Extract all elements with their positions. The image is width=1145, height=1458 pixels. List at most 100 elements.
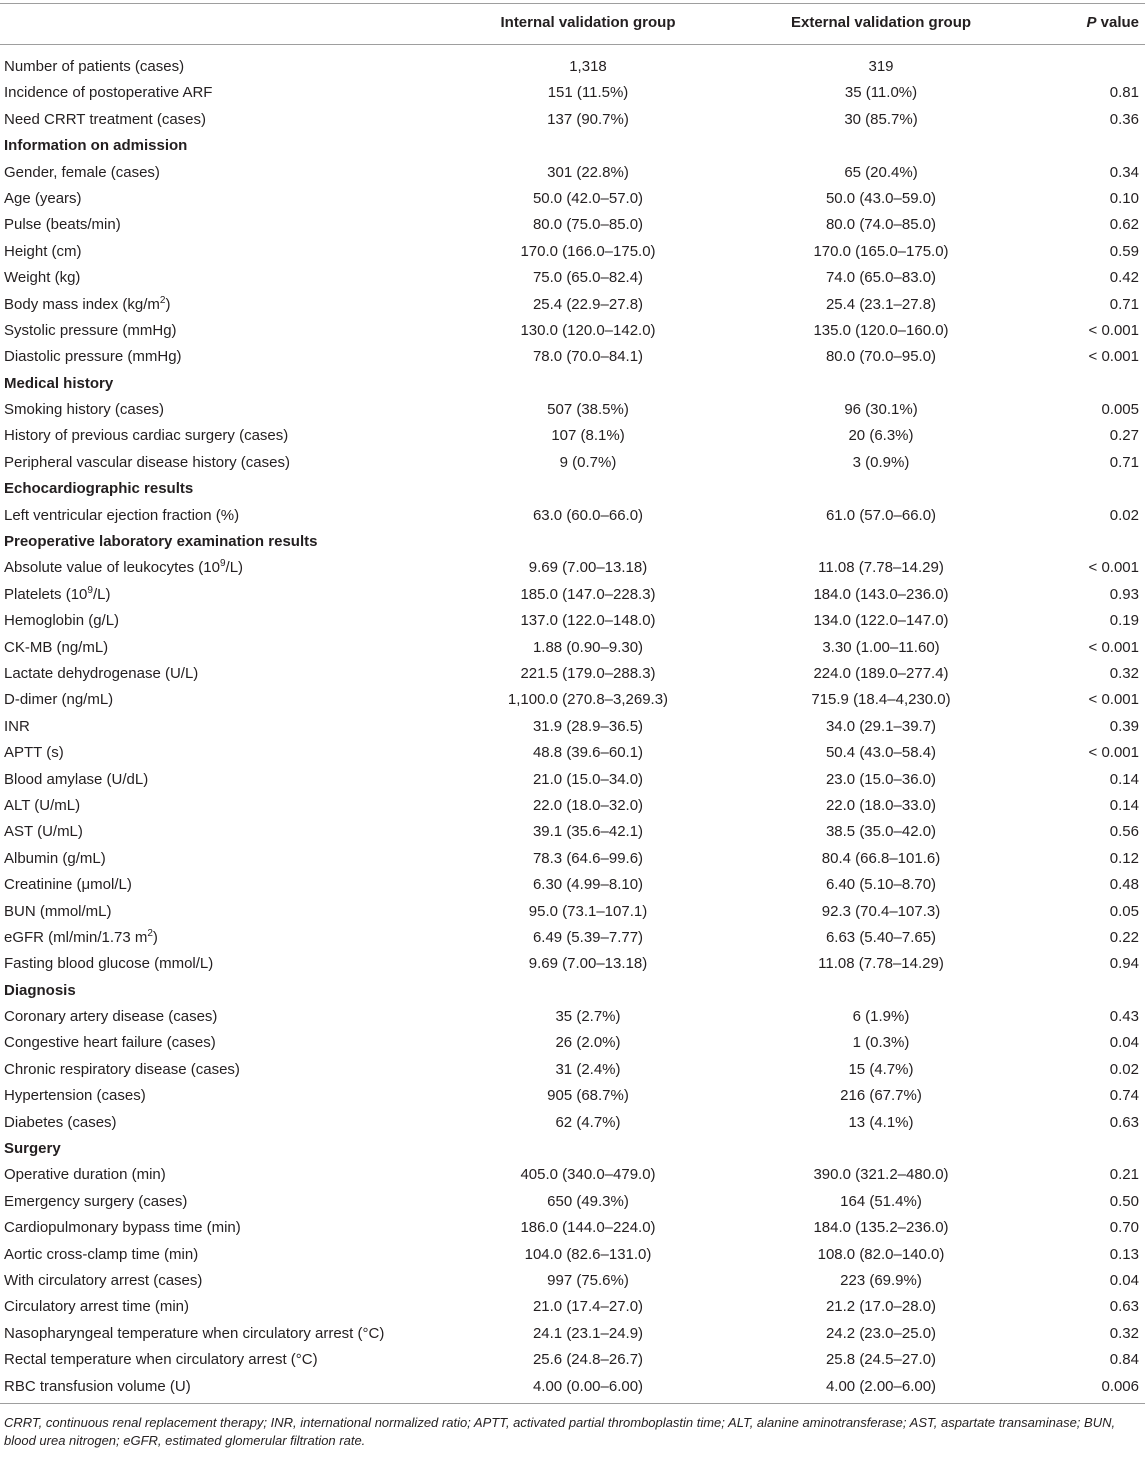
row-label: Chronic respiratory disease (cases)	[4, 1060, 240, 1078]
external-value: 35 (11.0%)	[844, 84, 918, 102]
internal-value: 1,318	[569, 58, 607, 75]
p-value: 0.14	[1109, 796, 1139, 814]
p-value: < 0.001	[1088, 348, 1139, 366]
internal-value: 405.0 (340.0–479.0)	[520, 1166, 656, 1184]
external-value: 134.0 (122.0–147.0)	[813, 612, 949, 630]
table-row: Cardiopulmonary bypass time (min) 186.0 (…	[0, 1215, 1145, 1241]
p-value: 0.59	[1109, 242, 1139, 260]
p-value: 0.05	[1109, 902, 1139, 920]
row-label: Emergency surgery (cases)	[4, 1192, 188, 1210]
table-row: BUN (mmol/mL) 95.0 (73.1–107.1) 92.3 (70.4…	[0, 899, 1145, 925]
table-row: Rectal temperature when circulatory arre…	[0, 1347, 1145, 1373]
row-label: Circulatory arrest time (min)	[4, 1298, 190, 1316]
table-row: Smoking history (cases) 507 (38.5%) 96 (30…	[0, 397, 1145, 423]
internal-value: 9 (0.7%)	[559, 453, 617, 471]
row-label: With circulatory arrest (cases)	[4, 1271, 203, 1289]
external-value: 65 (20.4%)	[844, 163, 918, 181]
row-label: Hypertension (cases)	[4, 1087, 146, 1105]
p-value: 0.12	[1109, 849, 1139, 867]
row-label: Peripheral vascular disease history (cas…	[4, 453, 290, 471]
table-bottom-rule	[0, 1403, 1145, 1404]
p-value: 0.02	[1109, 506, 1139, 524]
p-value: 0.71	[1109, 453, 1139, 471]
p-value: < 0.001	[1088, 638, 1139, 656]
external-value: 21.2 (17.0–28.0)	[825, 1298, 937, 1316]
internal-value: 221.5 (179.0–288.3)	[520, 664, 656, 682]
external-value: 15 (4.7%)	[848, 1060, 914, 1078]
table-row: Weight (kg) 75.0 (65.0–82.4) 74.0 (65.0–83…	[0, 265, 1145, 291]
p-value: 0.48	[1109, 876, 1139, 894]
row-label: History of previous cardiac surgery (cas…	[4, 427, 289, 445]
table-row: Hypertension (cases) 905 (68.7%) 216 (67.7…	[0, 1083, 1145, 1109]
external-value: 80.0 (74.0–85.0)	[825, 216, 937, 234]
row-label: Congestive heart failure (cases)	[4, 1034, 216, 1052]
internal-value: 170.0 (166.0–175.0)	[520, 242, 656, 260]
external-value: 184.0 (143.0–236.0)	[813, 585, 949, 603]
row-label: RBC transfusion volume (U)	[4, 1377, 191, 1395]
table-header-rule	[0, 44, 1145, 45]
table-row: Creatinine (μmol/L) 6.30 (4.99–8.10) 6.40 …	[0, 872, 1145, 898]
internal-value: 1,100.0 (270.8–3,269.3)	[507, 691, 669, 709]
row-label: Number of patients (cases)	[4, 58, 185, 75]
table-row: Age (years) 50.0 (42.0–57.0) 50.0 (43.0–59…	[0, 186, 1145, 212]
row-label: Creatinine (μmol/L)	[4, 876, 132, 894]
row-label: Coronary artery disease (cases)	[4, 1008, 218, 1026]
row-label: Operative duration (min)	[4, 1166, 166, 1184]
p-value: 0.84	[1109, 1351, 1139, 1369]
row-label: Incidence of postoperative ARF	[4, 84, 213, 102]
external-value: 4.00 (2.00–6.00)	[825, 1377, 937, 1395]
table-row: INR 31.9 (28.9–36.5) 34.0 (29.1–39.7) 0.39	[0, 714, 1145, 740]
section-title: Echocardiographic results	[4, 480, 194, 498]
row-label: Platelets (109/L)	[4, 584, 111, 603]
p-value: < 0.001	[1088, 321, 1139, 339]
row-label: Albumin (g/mL)	[4, 849, 106, 867]
external-value: 6.63 (5.40–7.65)	[825, 928, 937, 946]
table-row: History of previous cardiac surgery (cas…	[0, 423, 1145, 449]
internal-value: 80.0 (75.0–85.0)	[532, 216, 644, 234]
p-value: 0.006	[1101, 1377, 1139, 1395]
p-value: 0.56	[1109, 823, 1139, 841]
row-label: Absolute value of leukocytes (109/L)	[4, 558, 244, 577]
external-value: 6 (1.9%)	[852, 1008, 910, 1026]
row-label: Nasopharyngeal temperature when circulat…	[4, 1324, 385, 1342]
row-label: Systolic pressure (mmHg)	[4, 321, 177, 339]
row-label: Weight (kg)	[4, 269, 81, 287]
external-value: 22.0 (18.0–33.0)	[825, 796, 937, 814]
external-value: 25.4 (23.1–27.8)	[825, 295, 937, 313]
section-title: Medical history	[4, 374, 114, 392]
external-value: 390.0 (321.2–480.0)	[813, 1166, 949, 1184]
table-row: Operative duration (min) 405.0 (340.0–479…	[0, 1162, 1145, 1188]
table-row: CK-MB (ng/mL) 1.88 (0.90–9.30) 3.30 (1.00–…	[0, 635, 1145, 661]
row-label: Lactate dehydrogenase (U/L)	[4, 664, 199, 682]
internal-value: 1.88 (0.90–9.30)	[532, 638, 644, 656]
external-value: 80.0 (70.0–95.0)	[825, 348, 937, 366]
table-row: Height (cm) 170.0 (166.0–175.0) 170.0 (165…	[0, 239, 1145, 265]
internal-value: 301 (22.8%)	[547, 163, 629, 181]
internal-value: 507 (38.5%)	[547, 401, 629, 419]
row-label: Diastolic pressure (mmHg)	[4, 348, 182, 366]
external-value: 20 (6.3%)	[848, 427, 914, 445]
internal-value: 25.6 (24.8–26.7)	[532, 1351, 644, 1369]
internal-value: 78.3 (64.6–99.6)	[532, 849, 644, 867]
table-row: eGFR (ml/min/1.73 m2) 6.49 (5.39–7.77) 6.6…	[0, 925, 1145, 951]
table-row: Gender, female (cases) 301 (22.8%) 65 (20.…	[0, 160, 1145, 186]
internal-value: 78.0 (70.0–84.1)	[532, 348, 644, 366]
row-label: Hemoglobin (g/L)	[4, 612, 120, 630]
external-value: 80.4 (66.8–101.6)	[821, 849, 941, 867]
p-value: 0.70	[1109, 1219, 1139, 1237]
table-row: Absolute value of leukocytes (109/L) 9.69…	[0, 555, 1145, 581]
internal-value: 6.30 (4.99–8.10)	[532, 876, 644, 894]
external-value: 92.3 (70.4–107.3)	[821, 902, 941, 920]
p-value: 0.04	[1109, 1034, 1139, 1052]
header-p-letter: P	[1086, 14, 1097, 31]
table-row: D-dimer (ng/mL) 1,100.0 (270.8–3,269.3) 71…	[0, 687, 1145, 713]
internal-value: 9.69 (7.00–13.18)	[528, 955, 648, 973]
p-value: 0.71	[1109, 295, 1139, 313]
row-label: Aortic cross-clamp time (min)	[4, 1245, 199, 1263]
p-value: 0.42	[1109, 269, 1139, 287]
header-external-group: External validation group	[790, 14, 972, 31]
external-value: 224.0 (189.0–277.4)	[813, 664, 949, 682]
header-value-word: value	[1096, 14, 1139, 31]
table-row: With circulatory arrest (cases) 997 (75.6…	[0, 1268, 1145, 1294]
row-label: AST (U/mL)	[4, 823, 83, 841]
